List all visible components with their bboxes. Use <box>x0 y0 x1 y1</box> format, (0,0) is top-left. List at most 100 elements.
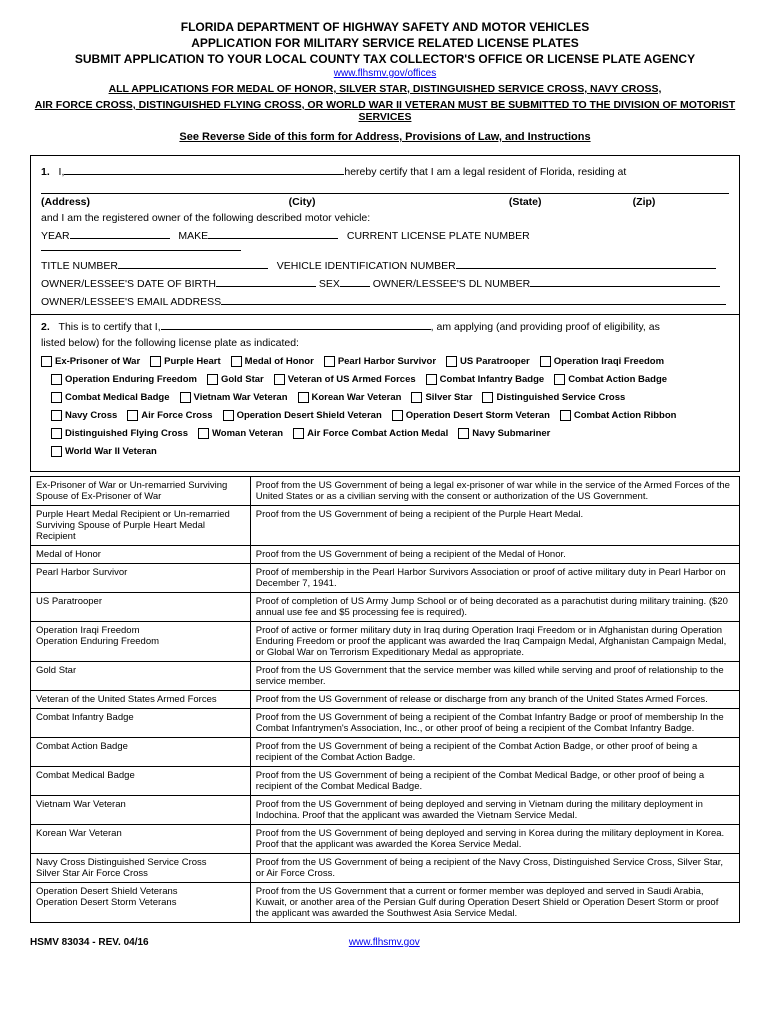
offices-link[interactable]: www.flhsmv.gov/offices <box>334 68 436 79</box>
plate-label: Vietnam War Veteran <box>194 392 288 403</box>
sex-input[interactable] <box>340 286 370 287</box>
plate-label: Combat Medical Badge <box>65 392 170 403</box>
applicant-name-input[interactable] <box>161 329 431 330</box>
proof-description: Proof from the US Government of being a … <box>250 767 739 796</box>
owner-info-line: OWNER/LESSEE'S DATE OF BIRTH SEX OWNER/L… <box>41 278 729 290</box>
checkbox-pearl-harbor-survivor[interactable] <box>324 356 335 367</box>
proof-row: Operation Iraqi Freedom Operation Enduri… <box>31 622 740 662</box>
proof-row: Combat Action BadgeProof from the US Gov… <box>31 738 740 767</box>
checkbox-ex-prisoner-of-war[interactable] <box>41 356 52 367</box>
plate-label: Operation Enduring Freedom <box>65 374 197 385</box>
section-2-intro: 2. This is to certify that I,, am applyi… <box>41 321 729 333</box>
proof-category: Operation Desert Shield Veterans Operati… <box>31 883 251 923</box>
plate-checkbox-group: Ex-Prisoner of WarPurple HeartMedal of H… <box>41 353 729 461</box>
sex-label: SEX <box>319 278 340 290</box>
proof-table: Ex-Prisoner of War or Un-remarried Survi… <box>30 476 740 923</box>
plate-label: Combat Action Badge <box>568 374 667 385</box>
checkbox-operation-enduring-freedom[interactable] <box>51 374 62 385</box>
plate-label: Medal of Honor <box>245 356 314 367</box>
proof-category: US Paratrooper <box>31 593 251 622</box>
proof-category: Vietnam War Veteran <box>31 796 251 825</box>
year-input[interactable] <box>70 238 170 239</box>
plate-label: World War II Veteran <box>65 446 157 457</box>
checkbox-veteran-of-us-armed-forces[interactable] <box>274 374 285 385</box>
section-2-number: 2. <box>41 321 50 333</box>
checkbox-medal-of-honor[interactable] <box>231 356 242 367</box>
listed-below-text: listed below) for the following license … <box>41 337 729 349</box>
checkbox-air-force-combat-action-medal[interactable] <box>293 428 304 439</box>
checkbox-navy-submariner[interactable] <box>458 428 469 439</box>
proof-description: Proof from the US Government of being de… <box>250 825 739 854</box>
checkbox-combat-action-badge[interactable] <box>554 374 565 385</box>
checkbox-operation-desert-shield-veteran[interactable] <box>223 410 234 421</box>
proof-description: Proof from the US Government of being a … <box>250 709 739 738</box>
plate-label: Operation Desert Shield Veteran <box>237 410 382 421</box>
dl-input[interactable] <box>530 286 720 287</box>
proof-description: Proof of membership in the Pearl Harbor … <box>250 564 739 593</box>
checkbox-air-force-cross[interactable] <box>127 410 138 421</box>
notice-line-2: AIR FORCE CROSS, DISTINGUISHED FLYING CR… <box>30 99 740 123</box>
certify-intro: This is to certify that I, <box>59 321 161 333</box>
year-label: YEAR <box>41 230 70 242</box>
vehicle-line-1: YEAR MAKE CURRENT LICENSE PLATE NUMBER <box>41 230 729 254</box>
plate-label: Veteran of US Armed Forces <box>288 374 416 385</box>
proof-row: Gold StarProof from the US Government th… <box>31 662 740 691</box>
address-input-line[interactable] <box>41 182 729 194</box>
checkbox-woman-veteran[interactable] <box>198 428 209 439</box>
make-label: MAKE <box>178 230 208 242</box>
checkbox-distinguished-flying-cross[interactable] <box>51 428 62 439</box>
plate-label: Air Force Cross <box>141 410 212 421</box>
checkbox-combat-medical-badge[interactable] <box>51 392 62 403</box>
proof-description: Proof of active or former military duty … <box>250 622 739 662</box>
checkbox-world-war-ii-veteran[interactable] <box>51 446 62 457</box>
proof-row: US ParatrooperProof of completion of US … <box>31 593 740 622</box>
checkbox-operation-desert-storm-veteran[interactable] <box>392 410 403 421</box>
proof-description: Proof of completion of US Army Jump Scho… <box>250 593 739 622</box>
proof-category: Ex-Prisoner of War or Un-remarried Survi… <box>31 477 251 506</box>
plate-label: Purple Heart <box>164 356 221 367</box>
form-container: 1. I,hereby certify that I am a legal re… <box>30 155 740 472</box>
checkbox-purple-heart[interactable] <box>150 356 161 367</box>
proof-category: Operation Iraqi Freedom Operation Enduri… <box>31 622 251 662</box>
certify-text: hereby certify that I am a legal residen… <box>344 166 626 178</box>
name-input-line[interactable] <box>64 174 344 175</box>
plate-label: US Paratrooper <box>460 356 530 367</box>
plate-label: Pearl Harbor Survivor <box>338 356 436 367</box>
checkbox-vietnam-war-veteran[interactable] <box>180 392 191 403</box>
page-footer: HSMV 83034 - REV. 04/16 www.flhsmv.gov <box>30 937 740 948</box>
addr-label: (Address) <box>41 196 289 208</box>
footer-link[interactable]: www.flhsmv.gov <box>349 937 420 948</box>
checkbox-combat-infantry-badge[interactable] <box>426 374 437 385</box>
proof-category: Combat Infantry Badge <box>31 709 251 738</box>
vin-label: VEHICLE IDENTIFICATION NUMBER <box>277 260 456 272</box>
proof-category: Combat Medical Badge <box>31 767 251 796</box>
checkbox-operation-iraqi-freedom[interactable] <box>540 356 551 367</box>
proof-description: Proof from the US Government of being a … <box>250 506 739 546</box>
proof-row: Vietnam War VeteranProof from the US Gov… <box>31 796 740 825</box>
notice-line-1: ALL APPLICATIONS FOR MEDAL OF HONOR, SIL… <box>30 83 740 95</box>
checkbox-korean-war-veteran[interactable] <box>298 392 309 403</box>
plate-label: Air Force Combat Action Medal <box>307 428 448 439</box>
title-num-input[interactable] <box>118 268 268 269</box>
i-prefix: I, <box>59 166 65 178</box>
checkbox-gold-star[interactable] <box>207 374 218 385</box>
plate-label: Distinguished Service Cross <box>496 392 625 403</box>
plate-label: Operation Iraqi Freedom <box>554 356 664 367</box>
checkbox-combat-action-ribbon[interactable] <box>560 410 571 421</box>
vin-input[interactable] <box>456 268 716 269</box>
plate-label: Korean War Veteran <box>312 392 402 403</box>
make-input[interactable] <box>208 238 338 239</box>
proof-row: Korean War VeteranProof from the US Gove… <box>31 825 740 854</box>
checkbox-navy-cross[interactable] <box>51 410 62 421</box>
vehicle-line-2: TITLE NUMBER VEHICLE IDENTIFICATION NUMB… <box>41 260 729 272</box>
checkbox-silver-star[interactable] <box>411 392 422 403</box>
email-input[interactable] <box>221 304 726 305</box>
proof-row: Navy Cross Distinguished Service Cross S… <box>31 854 740 883</box>
plate-label: CURRENT LICENSE PLATE NUMBER <box>347 230 530 242</box>
checkbox-distinguished-service-cross[interactable] <box>482 392 493 403</box>
checkbox-us-paratrooper[interactable] <box>446 356 457 367</box>
dob-input[interactable] <box>216 286 316 287</box>
proof-row: Medal of HonorProof from the US Governme… <box>31 546 740 564</box>
email-line: OWNER/LESSEE'S EMAIL ADDRESS <box>41 296 729 308</box>
plate-input[interactable] <box>41 250 241 251</box>
